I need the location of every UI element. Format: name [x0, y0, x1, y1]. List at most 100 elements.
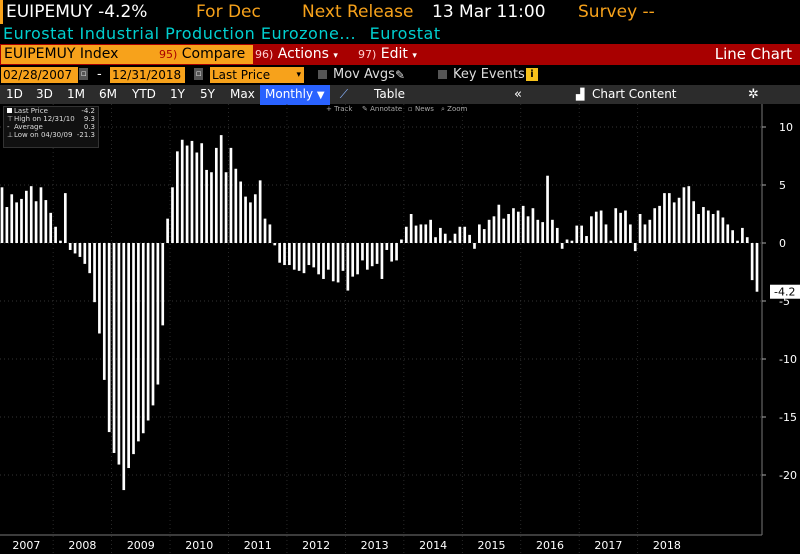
bar	[107, 243, 111, 433]
legend-last: Last Price -4.2	[4, 107, 98, 115]
period-1m[interactable]: 1M	[67, 87, 85, 101]
bar	[180, 139, 184, 243]
period-ytd[interactable]: YTD	[132, 87, 156, 101]
bar	[507, 214, 510, 243]
start-date-input[interactable]: 02/28/2007	[1, 67, 78, 83]
chevron-down-icon: ▾	[296, 70, 301, 80]
x-tick-label: 2018	[653, 539, 681, 552]
bar	[580, 225, 583, 243]
bar	[229, 147, 233, 243]
chevron-down-icon: ▾	[333, 51, 338, 61]
end-date-input[interactable]: 12/31/2018	[110, 67, 185, 83]
pencil-icon[interactable]: ✎	[395, 68, 406, 82]
period-1d[interactable]: 1D	[6, 87, 23, 101]
collapse-icon[interactable]: «	[514, 87, 522, 102]
bar	[112, 243, 116, 453]
mov-avgs-checkbox[interactable]	[318, 70, 327, 79]
chevron-down-icon: ▾	[412, 51, 417, 61]
bar	[633, 243, 637, 252]
edit-menu[interactable]: 97) Edit ▾	[358, 44, 417, 67]
bar	[44, 200, 48, 243]
settings-icon[interactable]: ✲	[748, 87, 759, 102]
bar	[687, 186, 691, 243]
track-tool[interactable]: + Track	[326, 105, 353, 113]
calendar-icon[interactable]: ▫	[79, 68, 88, 80]
bar	[711, 214, 715, 243]
calendar-icon[interactable]: ▫	[194, 68, 203, 80]
field-select[interactable]: Last Price ▾	[210, 67, 304, 83]
line-chart-icon[interactable]: ⟋	[339, 87, 349, 101]
period-max[interactable]: Max	[230, 87, 255, 101]
bar	[361, 243, 364, 261]
header-marker	[0, 0, 3, 24]
zoom-tool[interactable]: ⌕ Zoom	[441, 105, 468, 113]
survey-label: Survey --	[578, 2, 655, 22]
period-3d[interactable]: 3D	[36, 87, 53, 101]
period-1y[interactable]: 1Y	[170, 87, 185, 101]
legend-value: 9.3	[83, 115, 95, 123]
bar	[312, 243, 316, 268]
bar	[171, 187, 174, 243]
bar	[331, 243, 335, 282]
bar	[29, 186, 33, 243]
bar	[575, 225, 579, 243]
actions-label: Actions	[277, 46, 329, 62]
period-5y[interactable]: 5Y	[200, 87, 215, 101]
news-tool[interactable]: ▫ News	[408, 105, 434, 113]
bar	[502, 218, 506, 243]
header-bar: EUIPEMUY -4.2% For Dec Next Release 13 M…	[0, 0, 800, 24]
actions-menu[interactable]: 96) Actions ▾	[255, 44, 338, 67]
bar	[78, 243, 82, 257]
date-controls: 02/28/2007 ▫ - 12/31/2018 ▫ Last Price ▾…	[0, 65, 800, 85]
bar	[10, 194, 14, 243]
compare-label: Compare	[181, 46, 246, 62]
bar	[741, 227, 744, 243]
x-tick-label: 2016	[536, 539, 564, 552]
bar	[351, 243, 355, 277]
period-6m[interactable]: 6M	[99, 87, 117, 101]
bar	[375, 243, 379, 264]
annotate-tool[interactable]: ✎ Annotate	[362, 105, 403, 113]
bar	[190, 140, 194, 243]
bar	[283, 243, 286, 266]
bar	[336, 243, 340, 283]
bar	[263, 218, 267, 243]
bar	[721, 217, 725, 243]
x-tick-label: 2017	[594, 539, 622, 552]
bar	[565, 239, 569, 243]
bar	[34, 201, 38, 243]
bar	[214, 147, 218, 243]
chart-content-button[interactable]: Chart Content	[592, 87, 677, 101]
mov-avgs-label: Mov Avgs	[333, 67, 395, 82]
bar	[599, 210, 603, 243]
x-tick-label: 2015	[478, 539, 506, 552]
compare-button[interactable]: 95) Compare	[156, 45, 253, 64]
legend-label: Average	[14, 123, 43, 131]
bar	[424, 224, 428, 243]
key-events-checkbox[interactable]	[438, 70, 447, 79]
key-events-label: Key Events	[453, 67, 525, 82]
frequency-select[interactable]: Monthly ▼	[260, 85, 330, 105]
bar	[400, 239, 403, 243]
bar	[643, 224, 647, 243]
bar	[346, 243, 350, 291]
security-field[interactable]: EUIPEMUY Index	[1, 45, 156, 64]
last-value-label: -4.2	[774, 286, 795, 299]
bar	[195, 152, 199, 243]
bar	[648, 219, 652, 243]
bar	[731, 230, 734, 243]
x-tick-label: 2008	[68, 539, 96, 552]
bar	[327, 243, 330, 270]
bar	[224, 172, 228, 243]
bar	[439, 227, 442, 243]
bar	[380, 243, 384, 279]
info-icon[interactable]: i	[526, 68, 538, 81]
bar	[560, 243, 564, 249]
bar	[624, 210, 627, 243]
table-button[interactable]: Table	[374, 87, 406, 101]
legend-value: -4.2	[81, 107, 95, 115]
x-tick-label: 2014	[419, 539, 447, 552]
bar	[492, 216, 496, 243]
bar	[706, 210, 710, 243]
bar	[288, 243, 291, 266]
